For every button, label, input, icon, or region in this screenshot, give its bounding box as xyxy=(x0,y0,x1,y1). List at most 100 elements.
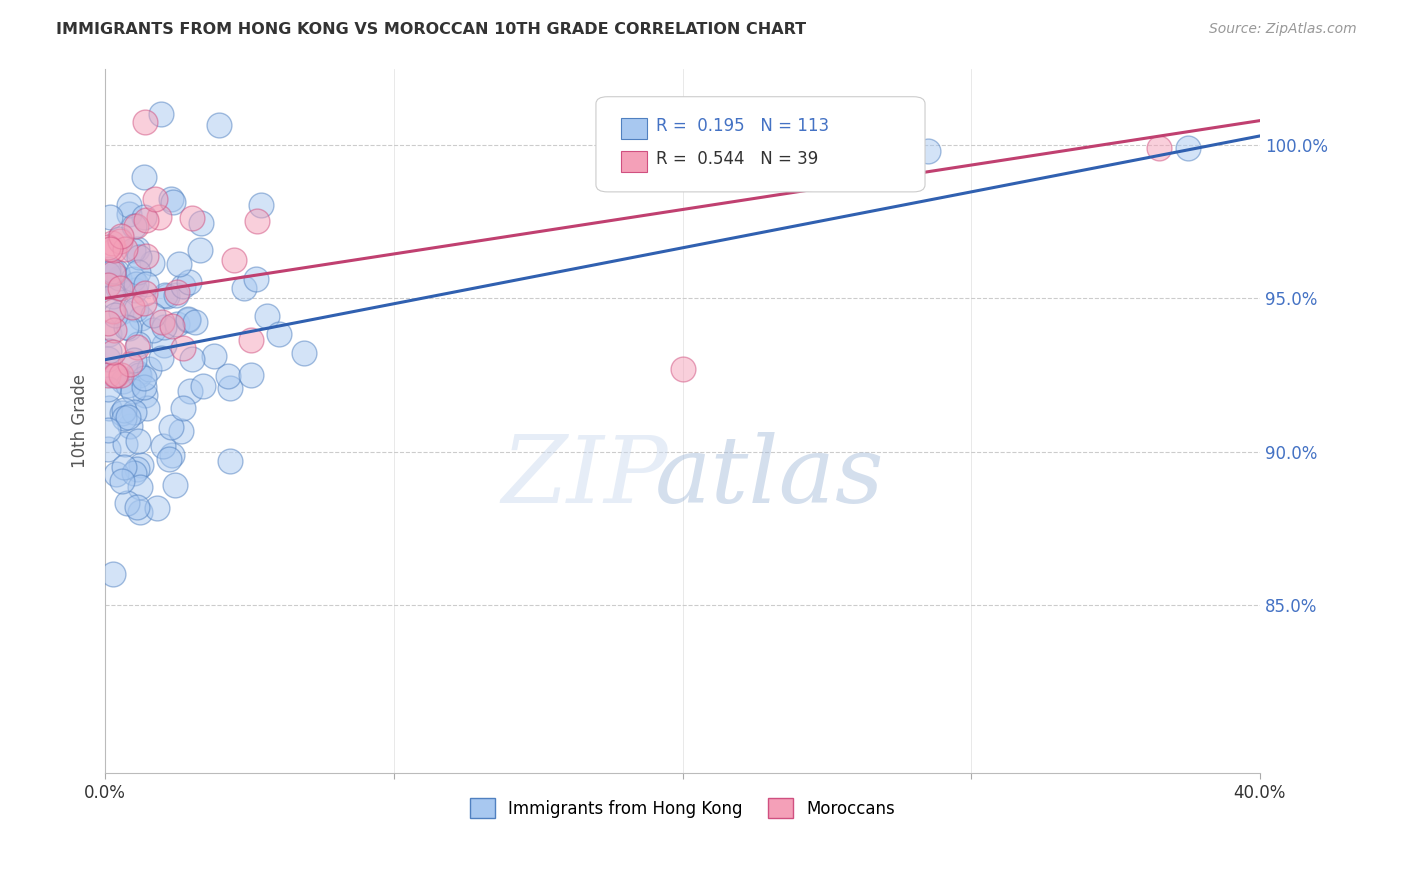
Point xyxy=(127,340,149,354)
Text: Source: ZipAtlas.com: Source: ZipAtlas.com xyxy=(1209,22,1357,37)
Point xyxy=(127,265,149,279)
Point xyxy=(256,309,278,323)
Point xyxy=(166,285,188,299)
Point xyxy=(125,277,148,291)
Point xyxy=(121,300,143,314)
Point xyxy=(97,316,120,330)
Point xyxy=(111,374,134,388)
Point xyxy=(135,212,157,227)
Point xyxy=(141,256,163,270)
Point xyxy=(269,327,291,342)
Point xyxy=(117,378,139,392)
Point xyxy=(103,243,125,257)
Point xyxy=(122,405,145,419)
Bar xyxy=(621,118,647,139)
Point xyxy=(120,419,142,434)
Point xyxy=(222,253,245,268)
Point xyxy=(166,317,188,331)
Point xyxy=(118,198,141,212)
Point xyxy=(110,229,132,244)
Text: R =  0.544   N = 39: R = 0.544 N = 39 xyxy=(657,151,818,169)
Point xyxy=(101,368,124,382)
Point xyxy=(110,305,132,319)
Point xyxy=(127,366,149,380)
Point xyxy=(128,368,150,382)
Point xyxy=(97,240,120,254)
Point xyxy=(108,231,131,245)
Point xyxy=(150,315,173,329)
Point xyxy=(292,346,315,360)
Point xyxy=(110,368,132,382)
Point xyxy=(97,277,120,292)
Y-axis label: 10th Grade: 10th Grade xyxy=(72,374,89,468)
Point xyxy=(108,270,131,285)
Point xyxy=(98,210,121,224)
Point xyxy=(190,216,212,230)
Point xyxy=(1147,141,1170,155)
Point xyxy=(132,169,155,184)
Point xyxy=(114,242,136,256)
Point xyxy=(153,338,176,352)
Point xyxy=(135,277,157,292)
Point xyxy=(107,281,129,295)
Point xyxy=(169,257,191,271)
Point xyxy=(135,249,157,263)
Point xyxy=(101,266,124,280)
Point xyxy=(122,384,145,398)
Point xyxy=(177,275,200,289)
Point xyxy=(132,380,155,394)
Point xyxy=(101,304,124,318)
Point xyxy=(97,344,120,359)
Point xyxy=(240,333,263,347)
Point xyxy=(152,439,174,453)
Point xyxy=(172,278,194,293)
Point xyxy=(118,207,141,221)
Point xyxy=(122,467,145,481)
Point xyxy=(217,369,239,384)
Point xyxy=(98,242,121,256)
Point xyxy=(97,262,120,277)
Point xyxy=(97,368,120,382)
Point xyxy=(104,308,127,322)
Point xyxy=(183,315,205,329)
Point xyxy=(160,420,183,434)
Point xyxy=(179,384,201,398)
Point xyxy=(181,352,204,367)
Point xyxy=(100,235,122,250)
Point xyxy=(115,496,138,510)
Point xyxy=(233,281,256,295)
Point xyxy=(177,313,200,327)
Point xyxy=(246,214,269,228)
Point xyxy=(153,288,176,302)
Point xyxy=(101,566,124,581)
Point xyxy=(165,288,187,302)
Point xyxy=(250,198,273,212)
Point xyxy=(218,381,240,395)
Point xyxy=(127,434,149,448)
Point xyxy=(245,272,267,286)
Point xyxy=(149,107,172,121)
Point xyxy=(143,192,166,206)
Point xyxy=(127,242,149,256)
Point xyxy=(97,423,120,437)
Point xyxy=(104,368,127,382)
Point xyxy=(188,243,211,257)
Point xyxy=(105,265,128,279)
Point xyxy=(146,501,169,516)
Point xyxy=(111,406,134,420)
Point xyxy=(150,351,173,366)
Point xyxy=(124,283,146,297)
Point xyxy=(112,410,135,425)
Point xyxy=(134,285,156,300)
Point xyxy=(97,442,120,457)
Point xyxy=(127,337,149,351)
Point xyxy=(132,210,155,224)
Point xyxy=(122,219,145,234)
Point xyxy=(142,323,165,337)
Point xyxy=(101,289,124,303)
Point xyxy=(112,402,135,417)
Point xyxy=(160,319,183,334)
Point xyxy=(177,311,200,326)
Point xyxy=(112,459,135,474)
Point xyxy=(122,353,145,368)
